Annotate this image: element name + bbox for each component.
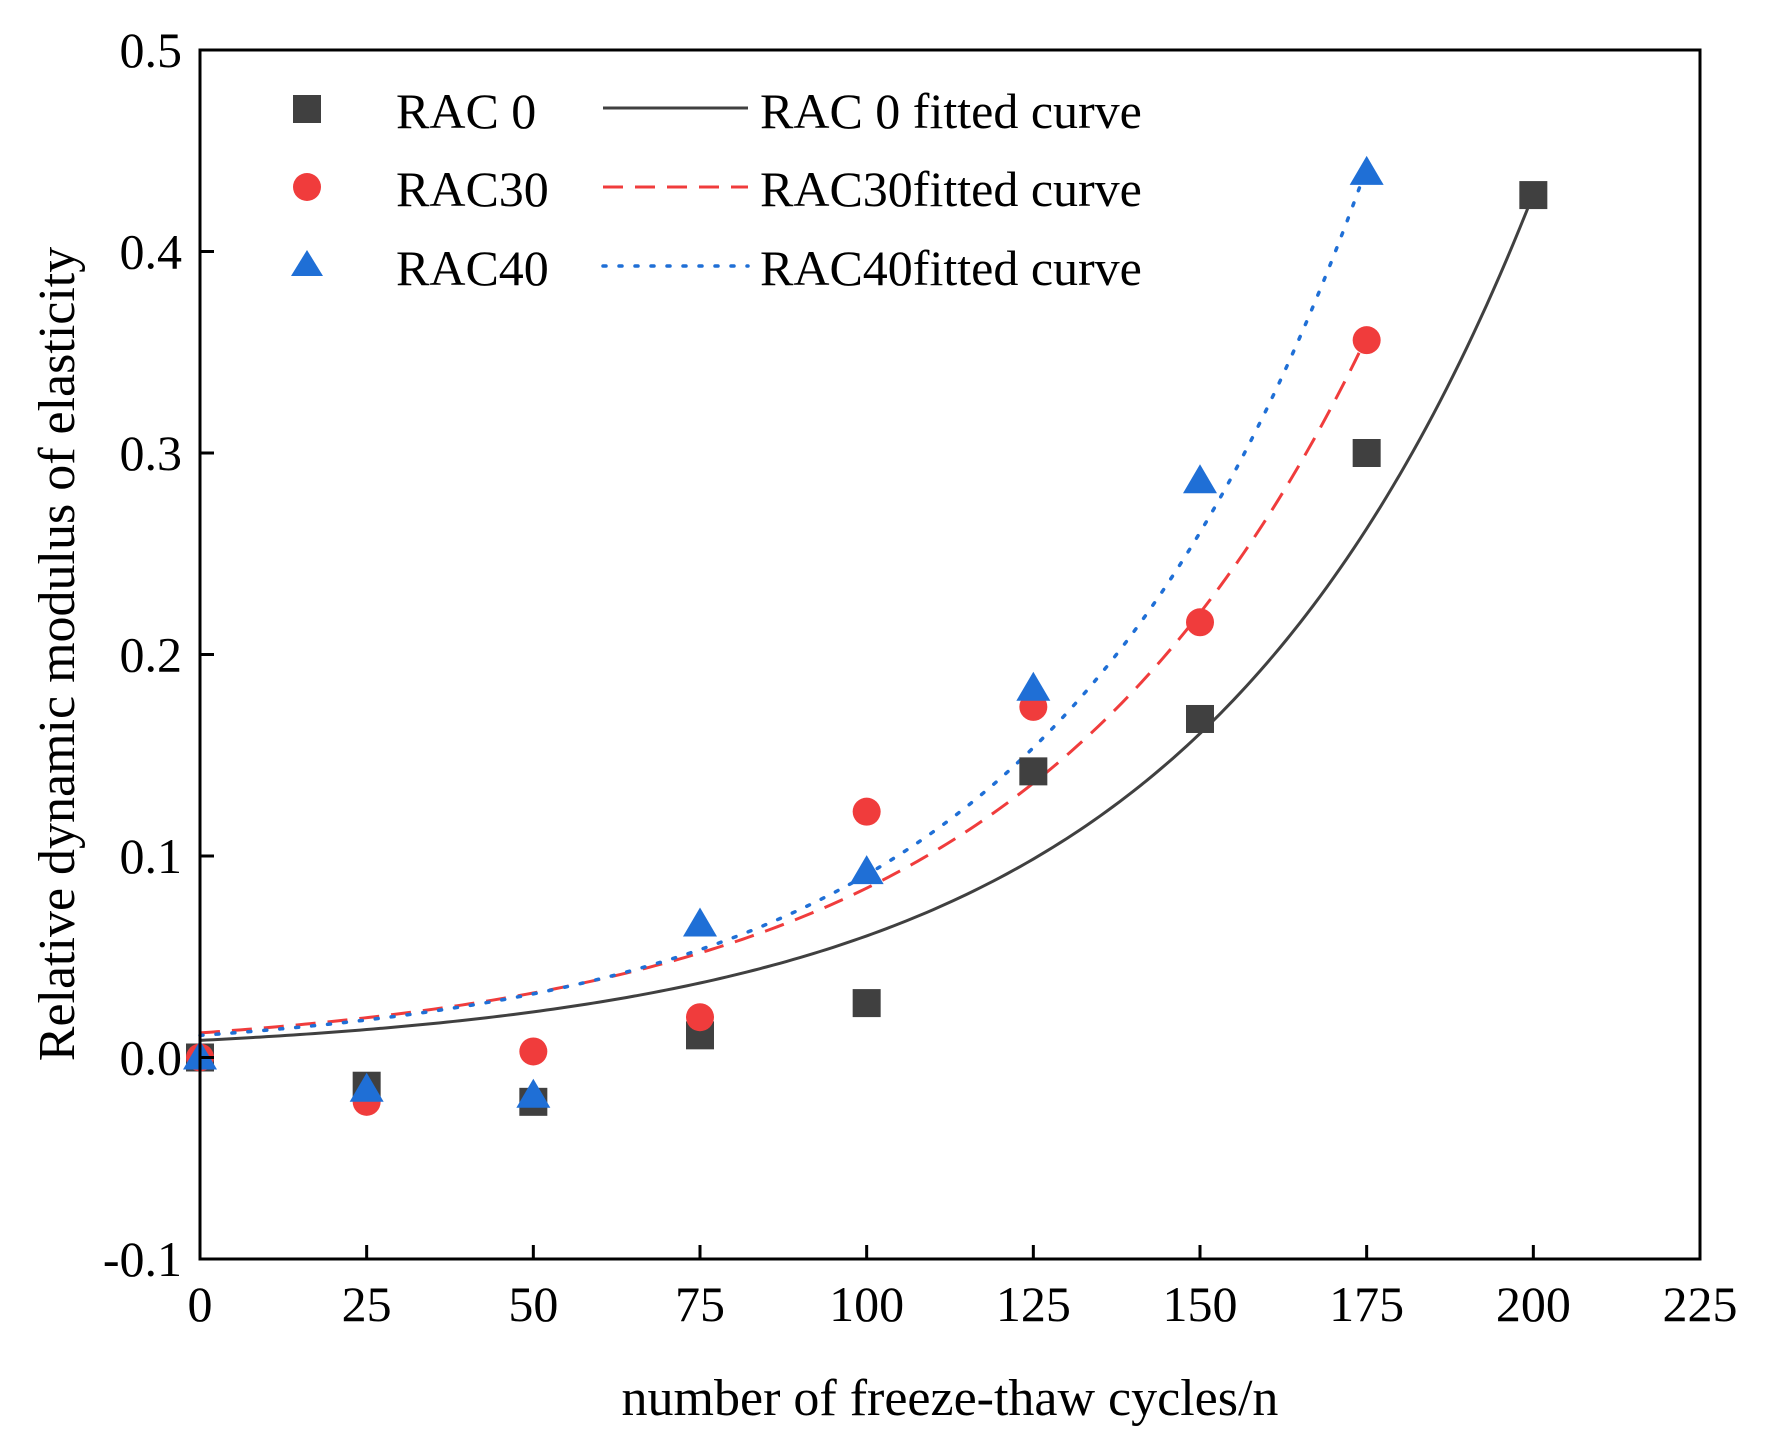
x-tick-label: 100	[829, 1276, 904, 1332]
x-tick-label: 0	[188, 1276, 213, 1332]
legend-marker-rac30	[293, 173, 321, 201]
data-markers	[183, 155, 1548, 1116]
point-rac0	[852, 989, 881, 1018]
point-rac0	[1186, 704, 1214, 733]
x-tick-label: 175	[1329, 1276, 1404, 1332]
fit-curve-rac40	[198, 165, 1369, 1038]
x-axis-title: number of freeze-thaw cycles/n	[622, 1370, 1279, 1427]
point-rac0	[1352, 439, 1381, 467]
fit-curves	[198, 165, 1535, 1042]
x-tick-label: 225	[1663, 1276, 1738, 1332]
legend-label-rac0-fit: RAC 0 fitted curve	[760, 83, 1142, 139]
point-rac30	[519, 1037, 548, 1066]
x-tick-label: 25	[342, 1276, 392, 1332]
legend-marker-rac40	[291, 250, 323, 276]
x-tick-label: 50	[508, 1276, 558, 1332]
point-rac40	[1016, 671, 1051, 701]
point-rac40	[683, 907, 717, 937]
y-tick-label: 0.4	[120, 224, 183, 280]
y-axis-title: Relative dynamic modulus of elasticity	[29, 247, 86, 1061]
legend-label-rac40-fit: RAC40fitted curve	[760, 240, 1142, 296]
x-tick-label: 150	[1163, 1276, 1238, 1332]
legend: RAC 0 RAC 0 fitted curve RAC30 RAC30fitt…	[291, 83, 1142, 296]
fit-curve-rac0	[199, 193, 1535, 1042]
y-tick-label: 0.0	[120, 1030, 183, 1086]
x-tick-label: 200	[1496, 1276, 1571, 1332]
point-rac40	[516, 1078, 551, 1108]
point-rac40	[849, 855, 884, 885]
legend-label-rac0: RAC 0	[396, 83, 536, 139]
legend-label-rac40: RAC40	[396, 240, 549, 296]
point-rac40	[1183, 464, 1217, 494]
point-rac30	[852, 797, 881, 826]
fit-curve-rac30	[199, 336, 1369, 1035]
plot-area	[200, 50, 1700, 1259]
y-tick-label: -0.1	[103, 1231, 182, 1287]
point-rac30	[686, 1003, 714, 1032]
legend-label-rac30: RAC30	[396, 161, 549, 217]
point-rac30	[1352, 326, 1381, 355]
y-tick-label: 0.5	[120, 22, 183, 78]
point-rac40	[349, 1072, 384, 1102]
point-rac0	[1019, 757, 1048, 786]
x-tick-label: 75	[675, 1276, 725, 1332]
point-rac40	[1349, 155, 1384, 185]
legend-marker-rac0	[293, 95, 321, 123]
point-rac0	[1519, 181, 1548, 210]
axis-ticks: 0 25 50 75 100 125 150 175 200 225 -0.1 0.0 0.1 0.2 0.…	[103, 22, 1738, 1332]
x-tick-label: 125	[996, 1276, 1071, 1332]
legend-label-rac30-fit: RAC30fitted curve	[760, 161, 1142, 217]
y-tick-label: 0.2	[120, 627, 183, 683]
y-tick-label: 0.3	[120, 425, 183, 481]
point-rac30	[1186, 608, 1214, 637]
y-tick-label: 0.1	[120, 828, 183, 884]
